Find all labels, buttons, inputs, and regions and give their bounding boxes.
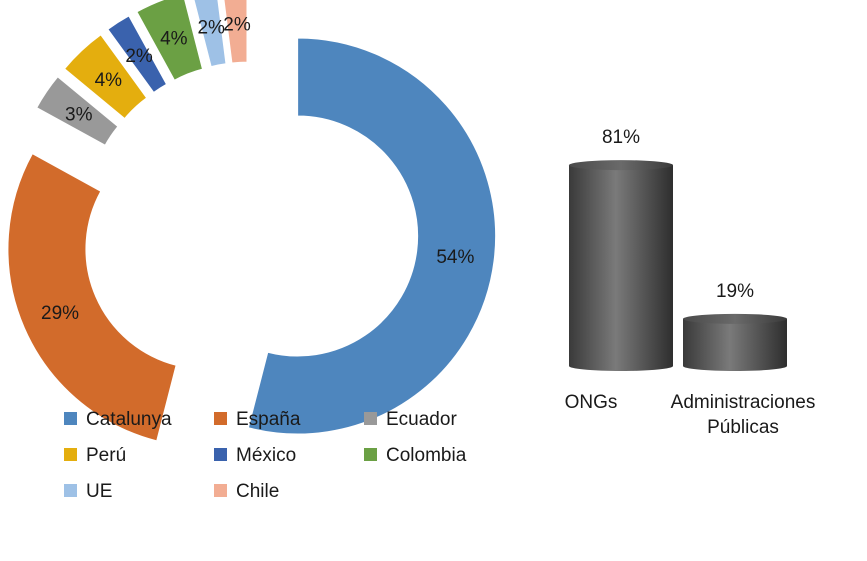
legend-swatch-catalunya (64, 412, 77, 425)
legend-swatch-chile (214, 484, 227, 497)
legend-swatch-colombia (364, 448, 377, 461)
bar-administraciones-publicas (683, 313, 787, 371)
donut-label-ue: 2% (197, 18, 225, 39)
legend-label-chile: Chile (236, 481, 279, 502)
donut-slice-ue (193, 0, 227, 68)
legend-swatch-mexico (214, 448, 227, 461)
bar-value-label-ongs: 81% (602, 127, 640, 148)
bar-body-ongs (569, 165, 673, 371)
legend-swatch-peru (64, 448, 77, 461)
donut-label-ecuador: 3% (65, 105, 93, 126)
donut-slice-peru (63, 34, 148, 120)
bar-value-label-administraciones-publicas: 19% (716, 281, 754, 302)
legend-label-colombia: Colombia (386, 445, 467, 466)
legend-swatch-ecuador (364, 412, 377, 425)
donut-label-chile: 2% (223, 14, 251, 35)
legend-swatch-ue (64, 484, 77, 497)
legend-item-espana: España (214, 409, 301, 430)
legend-item-catalunya: Catalunya (64, 409, 172, 430)
legend-label-catalunya: Catalunya (86, 409, 172, 430)
legend-label-ue: UE (86, 481, 112, 502)
legend-item-colombia: Colombia (364, 445, 467, 466)
category-label-ongs: ONGs (565, 392, 618, 413)
donut-slice-ecuador (36, 76, 119, 146)
bar-top-administraciones-publicas (683, 313, 787, 324)
donut-data-labels: 54%29%3%4%2%4%2%2% (41, 14, 474, 324)
donut-chart (7, 0, 497, 442)
legend-label-mexico: México (236, 445, 296, 466)
cylinder-bar-chart: 81% ONGs 19% Administraciones Públicas (565, 127, 816, 438)
donut-label-espana: 29% (41, 303, 79, 324)
legend-item-ue: UE (64, 481, 112, 502)
donut-label-colombia: 4% (160, 29, 188, 50)
donut-slice-catalunya (247, 37, 497, 435)
legend-label-peru: Perú (86, 445, 126, 466)
donut-slice-chile (223, 0, 248, 64)
donut-slice-colombia (136, 0, 204, 81)
category-label-administraciones-publicas: Administraciones Públicas (671, 392, 816, 438)
legend-label-espana: España (236, 409, 301, 430)
donut-slice-mexico (107, 15, 168, 94)
bar-top-ongs (569, 160, 673, 171)
bar-body-administraciones-publicas (683, 318, 787, 371)
legend-item-chile: Chile (214, 481, 279, 502)
donut-label-mexico: 2% (125, 46, 153, 67)
legend-item-peru: Perú (64, 445, 126, 466)
legend-label-ecuador: Ecuador (386, 409, 457, 430)
legend-swatch-espana (214, 412, 227, 425)
legend-item-mexico: México (214, 445, 296, 466)
legend-item-ecuador: Ecuador (364, 409, 457, 430)
donut-label-peru: 4% (95, 70, 123, 91)
donut-legend: Catalunya España Ecuador Perú México Colombia… (64, 409, 467, 502)
donut-label-catalunya: 54% (436, 247, 474, 268)
bar-ongs (569, 160, 673, 371)
donut-slice-espana (7, 152, 177, 442)
